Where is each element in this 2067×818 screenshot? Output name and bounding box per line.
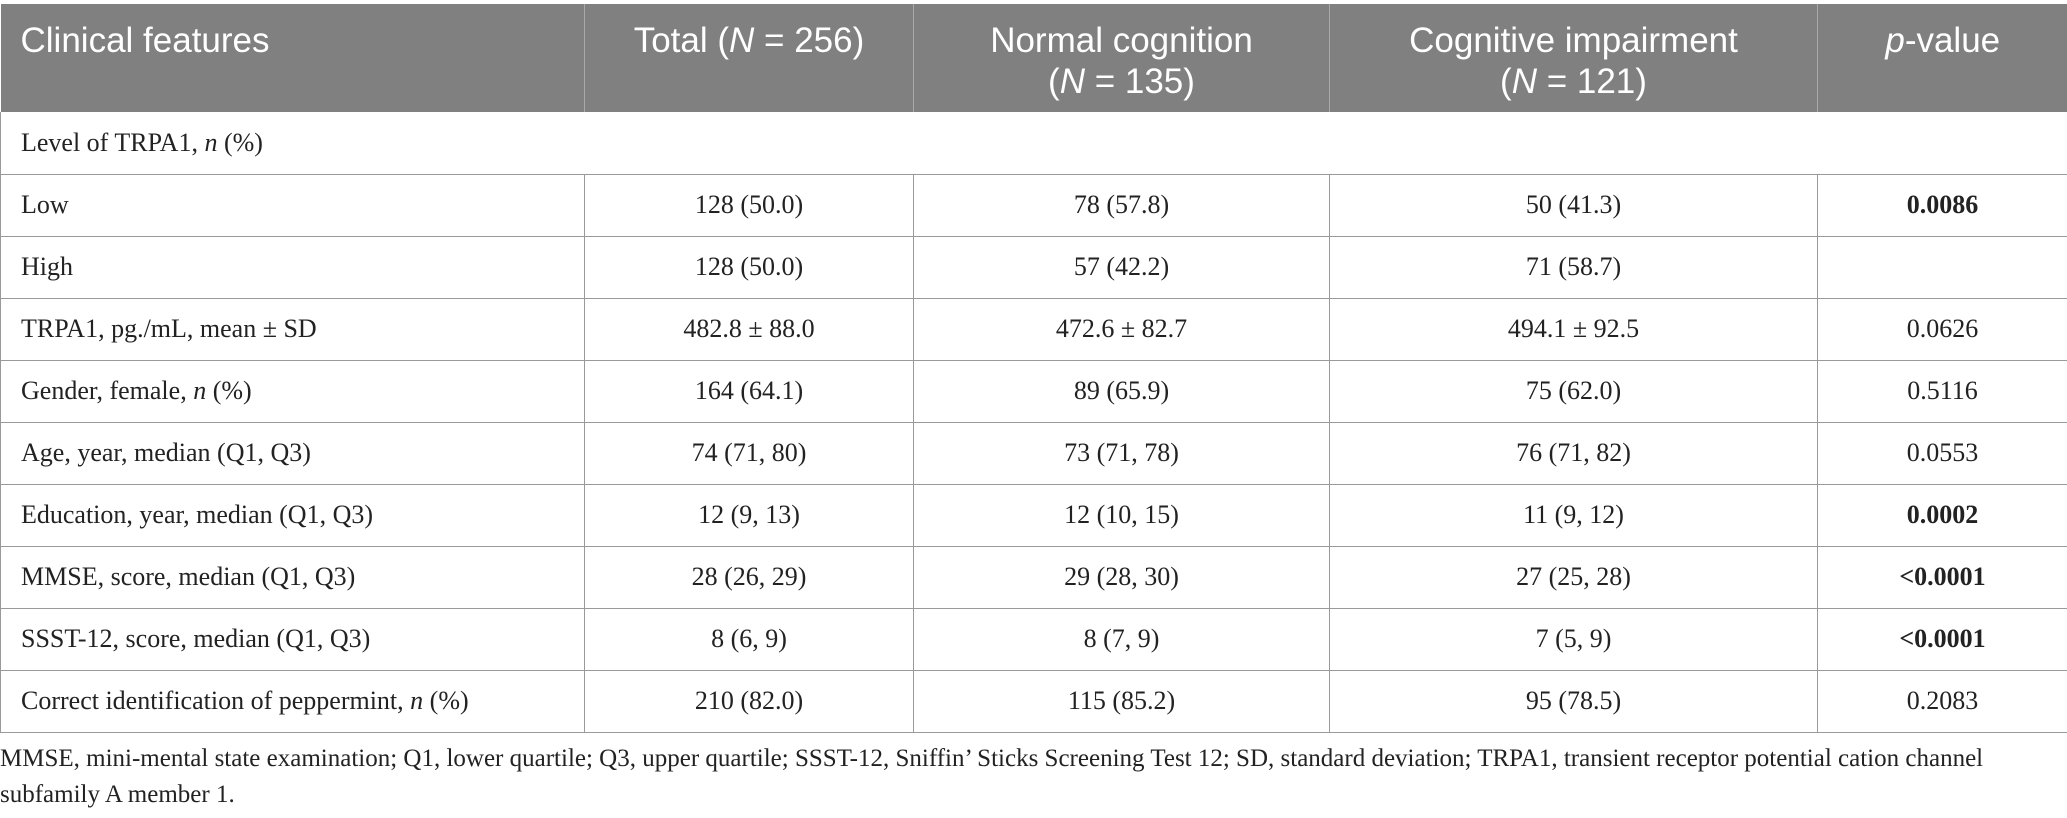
cell-total: 164 (64.1): [584, 360, 914, 423]
cell-p-value: 0.0002: [1817, 484, 2067, 547]
cell-total: 128 (50.0): [584, 236, 914, 299]
cell-total: 28 (26, 29): [584, 546, 914, 609]
cell-p-value: 0.0553: [1817, 422, 2067, 485]
header-row: Clinical features Total (N = 256) Normal…: [0, 4, 2067, 112]
row-label: SSST-12, score, median (Q1, Q3): [0, 608, 585, 671]
cell-normal: 12 (10, 15): [913, 484, 1330, 547]
cell-normal: 472.6 ± 82.7: [913, 298, 1330, 361]
cell-normal: 29 (28, 30): [913, 546, 1330, 609]
row-label: Correct identification of peppermint, n …: [0, 670, 585, 733]
cell-p-value: 0.0626: [1817, 298, 2067, 361]
section-row-trpa1-level: Level of TRPA1, n (%): [0, 112, 2067, 175]
row-label: Low: [0, 174, 585, 237]
table-row: MMSE, score, median (Q1, Q3) 28 (26, 29)…: [0, 546, 2067, 609]
section-label: Level of TRPA1, n (%): [0, 112, 2067, 175]
cell-total: 128 (50.0): [584, 174, 914, 237]
cell-impaired: 494.1 ± 92.5: [1329, 298, 1818, 361]
row-label: High: [0, 236, 585, 299]
cell-impaired: 27 (25, 28): [1329, 546, 1818, 609]
cell-p-value: [1817, 236, 2067, 299]
cell-impaired: 11 (9, 12): [1329, 484, 1818, 547]
cell-total: 12 (9, 13): [584, 484, 914, 547]
cell-normal: 78 (57.8): [913, 174, 1330, 237]
cell-p-value: <0.0001: [1817, 608, 2067, 671]
cell-impaired: 7 (5, 9): [1329, 608, 1818, 671]
table-row: Low 128 (50.0) 78 (57.8) 50 (41.3) 0.008…: [0, 174, 2067, 237]
row-label: Age, year, median (Q1, Q3): [0, 422, 585, 485]
table-row: SSST-12, score, median (Q1, Q3) 8 (6, 9)…: [0, 608, 2067, 671]
cell-total: 482.8 ± 88.0: [584, 298, 914, 361]
cell-impaired: 50 (41.3): [1329, 174, 1818, 237]
cell-total: 8 (6, 9): [584, 608, 914, 671]
header-normal-cognition: Normal cognition (N = 135): [913, 4, 1330, 112]
cell-normal: 115 (85.2): [913, 670, 1330, 733]
cell-p-value: 0.2083: [1817, 670, 2067, 733]
cell-normal: 73 (71, 78): [913, 422, 1330, 485]
table-header: Clinical features Total (N = 256) Normal…: [0, 4, 2067, 112]
header-clinical-features: Clinical features: [0, 4, 585, 112]
cell-impaired: 95 (78.5): [1329, 670, 1818, 733]
cell-normal: 8 (7, 9): [913, 608, 1330, 671]
clinical-features-table: Clinical features Total (N = 256) Normal…: [0, 4, 2067, 733]
cell-impaired: 71 (58.7): [1329, 236, 1818, 299]
cell-normal: 57 (42.2): [913, 236, 1330, 299]
table-row: Education, year, median (Q1, Q3) 12 (9, …: [0, 484, 2067, 547]
header-cognitive-impairment: Cognitive impairment (N = 121): [1329, 4, 1818, 112]
cell-impaired: 76 (71, 82): [1329, 422, 1818, 485]
cell-normal: 89 (65.9): [913, 360, 1330, 423]
cell-total: 210 (82.0): [584, 670, 914, 733]
cell-p-value: 0.5116: [1817, 360, 2067, 423]
table-footnote: MMSE, mini-mental state examination; Q1,…: [0, 745, 1984, 808]
cell-p-value: 0.0086: [1817, 174, 2067, 237]
table-row: Gender, female, n (%) 164 (64.1) 89 (65.…: [0, 360, 2067, 423]
cell-total: 74 (71, 80): [584, 422, 914, 485]
cell-impaired: 75 (62.0): [1329, 360, 1818, 423]
row-label: Education, year, median (Q1, Q3): [0, 484, 585, 547]
table-row: Age, year, median (Q1, Q3) 74 (71, 80) 7…: [0, 422, 2067, 485]
row-label: TRPA1, pg./mL, mean ± SD: [0, 298, 585, 361]
table-row: Correct identification of peppermint, n …: [0, 670, 2067, 733]
cell-p-value: <0.0001: [1817, 546, 2067, 609]
table-row: TRPA1, pg./mL, mean ± SD 482.8 ± 88.0 47…: [0, 298, 2067, 361]
header-total: Total (N = 256): [584, 4, 914, 112]
table-row: High 128 (50.0) 57 (42.2) 71 (58.7): [0, 236, 2067, 299]
table-body: Level of TRPA1, n (%) Low 128 (50.0) 78 …: [0, 112, 2067, 733]
row-label: Gender, female, n (%): [0, 360, 585, 423]
row-label: MMSE, score, median (Q1, Q3): [0, 546, 585, 609]
header-p-value: p-value: [1817, 4, 2067, 112]
